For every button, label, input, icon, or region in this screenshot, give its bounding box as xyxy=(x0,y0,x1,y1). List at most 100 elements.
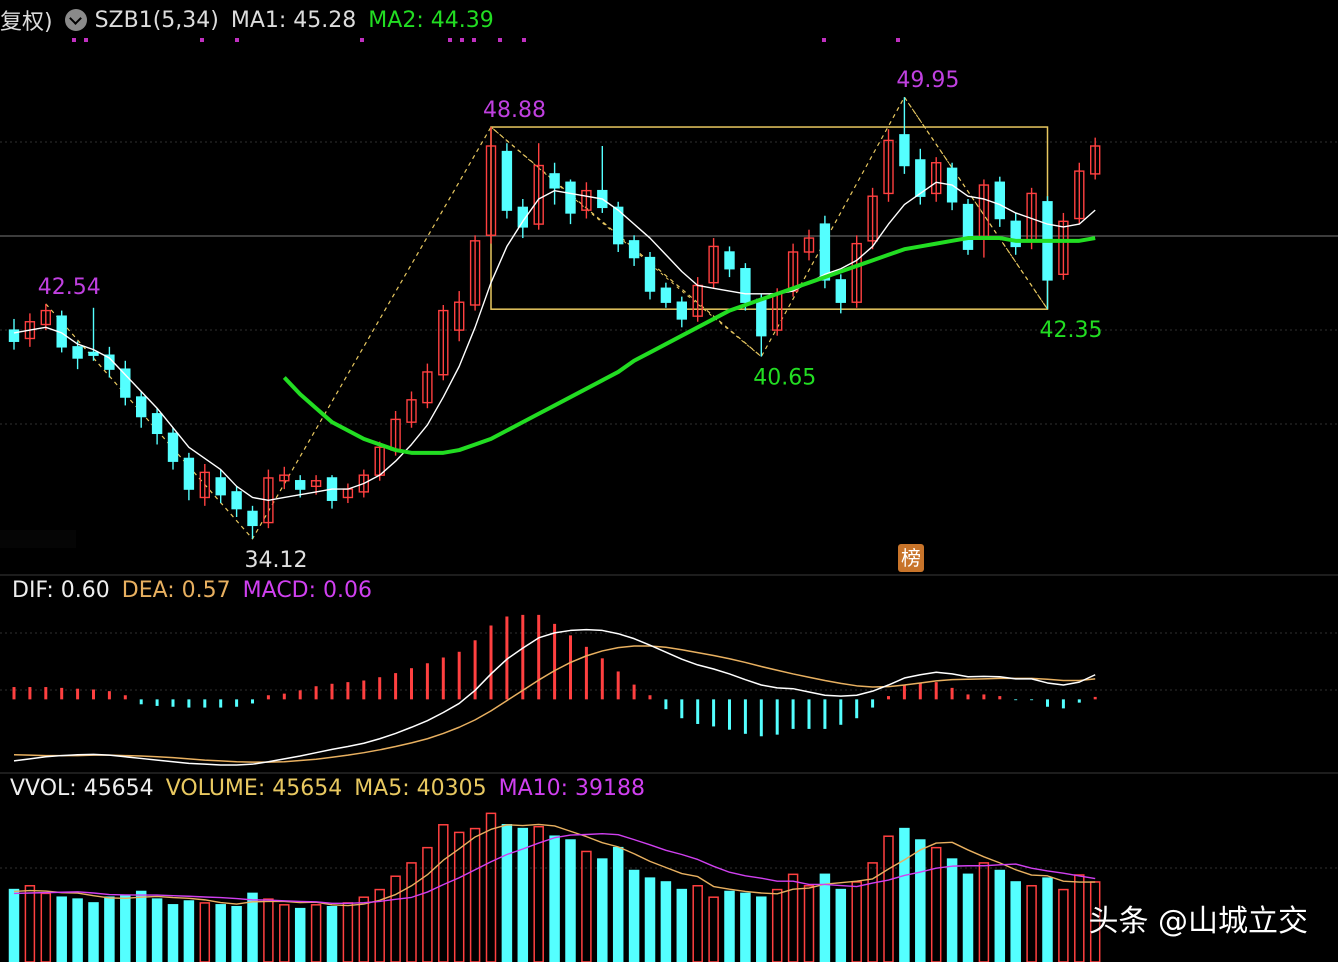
vol-ma10-line xyxy=(13,833,1096,904)
candle-body xyxy=(803,237,815,253)
candle-body xyxy=(422,371,433,404)
signal-dot xyxy=(360,38,364,42)
candle-body xyxy=(517,206,528,228)
candle-body xyxy=(899,134,910,167)
volume-bar xyxy=(406,862,417,962)
candle-body xyxy=(151,413,163,435)
chevron-down-icon[interactable] xyxy=(64,9,87,31)
ma2-line xyxy=(282,236,1096,455)
candle-body xyxy=(454,301,465,331)
volume-bar xyxy=(756,896,767,962)
volume-bar xyxy=(72,898,83,962)
volume-bar xyxy=(215,904,226,962)
price-annotation: 34.12 xyxy=(245,548,308,573)
watermark: 头条 @山城立交 xyxy=(1088,904,1308,939)
candle-body xyxy=(215,477,226,496)
candle-body xyxy=(724,251,735,270)
volume-bar xyxy=(279,904,290,962)
volume-bar xyxy=(787,873,799,962)
ma1-value: MA1: 45.28 xyxy=(230,7,357,33)
redaction-block xyxy=(0,530,76,548)
ma2-value: MA2: 44.39 xyxy=(368,7,494,33)
volume-bar xyxy=(771,888,783,962)
signal-dot xyxy=(822,38,826,42)
volume-bar xyxy=(263,898,274,962)
volume-bar xyxy=(740,892,751,962)
candle-body xyxy=(8,329,20,342)
volume-bar xyxy=(612,846,624,962)
candle-body xyxy=(24,321,36,340)
volume-bar xyxy=(342,902,354,962)
volume-bar xyxy=(310,904,322,962)
volume-bar xyxy=(231,905,242,962)
volume-pane xyxy=(8,812,1101,962)
price-annotation: 49.95 xyxy=(896,68,959,93)
volume-bar xyxy=(183,900,195,962)
volume-bar xyxy=(390,875,401,962)
candle-body xyxy=(835,279,846,303)
candle-body xyxy=(740,268,751,303)
volume-bar xyxy=(819,873,831,962)
candle-body xyxy=(549,173,560,189)
candle-body xyxy=(883,139,894,195)
signal-dot xyxy=(72,38,76,42)
candle-body xyxy=(1010,220,1021,248)
candle-body xyxy=(644,256,656,292)
candle-body xyxy=(819,223,831,281)
volume-bar xyxy=(883,835,894,962)
signal-dot xyxy=(896,38,900,42)
candle-body xyxy=(72,346,83,359)
candle-body xyxy=(485,145,497,236)
candle-body xyxy=(167,432,179,462)
candle-body xyxy=(406,399,417,423)
volume-bar xyxy=(899,827,910,962)
volume-bar xyxy=(120,894,131,962)
volume-bar xyxy=(930,846,942,962)
main-indicator-header: 复权) SZB1(5,34) MA1: 45.28 MA2: 44.39 xyxy=(0,4,506,36)
candle-body xyxy=(628,240,640,259)
candle-body xyxy=(994,181,1005,220)
volume-bar xyxy=(453,831,465,962)
candle-body xyxy=(438,309,449,376)
candle-body xyxy=(310,480,322,488)
volume-bar xyxy=(88,902,99,962)
indicator-name[interactable]: SZB1(5,34) xyxy=(94,7,219,33)
signal-dot xyxy=(472,38,476,42)
signal-dot xyxy=(448,38,452,42)
volume-bar xyxy=(151,898,163,962)
dea-line xyxy=(13,645,1096,763)
volume-bar xyxy=(40,892,52,962)
volume-bar xyxy=(676,888,688,962)
volume-bar xyxy=(294,907,306,962)
volume-bar xyxy=(1074,874,1085,962)
signal-dot xyxy=(460,38,464,42)
volume-bar xyxy=(1042,877,1053,962)
volume-bar xyxy=(24,885,36,962)
volume-bar xyxy=(469,827,481,962)
volume-bar xyxy=(485,812,497,962)
candle-body xyxy=(962,203,974,250)
candle-body xyxy=(279,474,290,482)
volume-bar xyxy=(1026,885,1037,962)
volume-bar xyxy=(549,835,560,962)
ranking-badge[interactable]: 榜 xyxy=(898,544,924,572)
trend-dash xyxy=(903,96,1048,310)
volume-bar xyxy=(1010,881,1021,962)
candle-body xyxy=(931,162,942,195)
candle-body xyxy=(1074,170,1085,220)
volume-bar xyxy=(8,888,20,962)
volume-bar xyxy=(104,896,115,962)
candle-body xyxy=(501,150,513,211)
price-annotation: 40.65 xyxy=(753,366,816,391)
volume-bar xyxy=(56,896,67,962)
volume-bar xyxy=(994,869,1006,962)
price-annotation: 42.54 xyxy=(38,275,101,300)
candle-body xyxy=(263,477,274,524)
ma10-value: MA10: 39188 xyxy=(498,776,646,801)
adjust-label: 复权) xyxy=(0,10,53,35)
candle-body xyxy=(867,195,878,242)
macd-value: MACD: 0.06 xyxy=(242,578,373,603)
macd-header: DIF: 0.60 DEA: 0.57 MACD: 0.06 xyxy=(12,578,384,603)
signal-dot xyxy=(522,38,526,42)
